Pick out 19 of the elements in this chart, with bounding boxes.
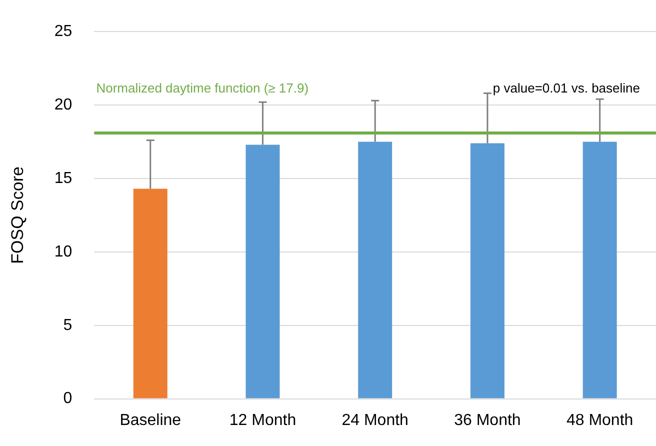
bar xyxy=(133,188,168,398)
annotation: p value=0.01 vs. baseline xyxy=(492,80,640,96)
bar xyxy=(358,142,392,398)
x-tick-label: 24 Month xyxy=(342,412,408,429)
y-tick-label: 20 xyxy=(54,96,72,114)
x-tick-label: Baseline xyxy=(120,412,182,429)
y-tick-label: 0 xyxy=(63,390,72,408)
ref-line-label: Normalized daytime function (≥ 17.9) xyxy=(96,80,309,96)
y-axis-title: FOSQ Score xyxy=(8,166,27,264)
x-tick-label: 48 Month xyxy=(566,412,634,429)
y-tick-label: 10 xyxy=(54,243,72,260)
y-tick-label: 25 xyxy=(54,23,72,40)
x-tick-label: 36 Month xyxy=(454,412,521,429)
bar xyxy=(470,143,504,398)
x-tick-label: 12 Month xyxy=(229,412,296,429)
bar xyxy=(582,142,617,398)
bar xyxy=(246,144,280,398)
y-tick-label: 15 xyxy=(54,170,72,187)
y-tick-label: 5 xyxy=(63,316,72,334)
